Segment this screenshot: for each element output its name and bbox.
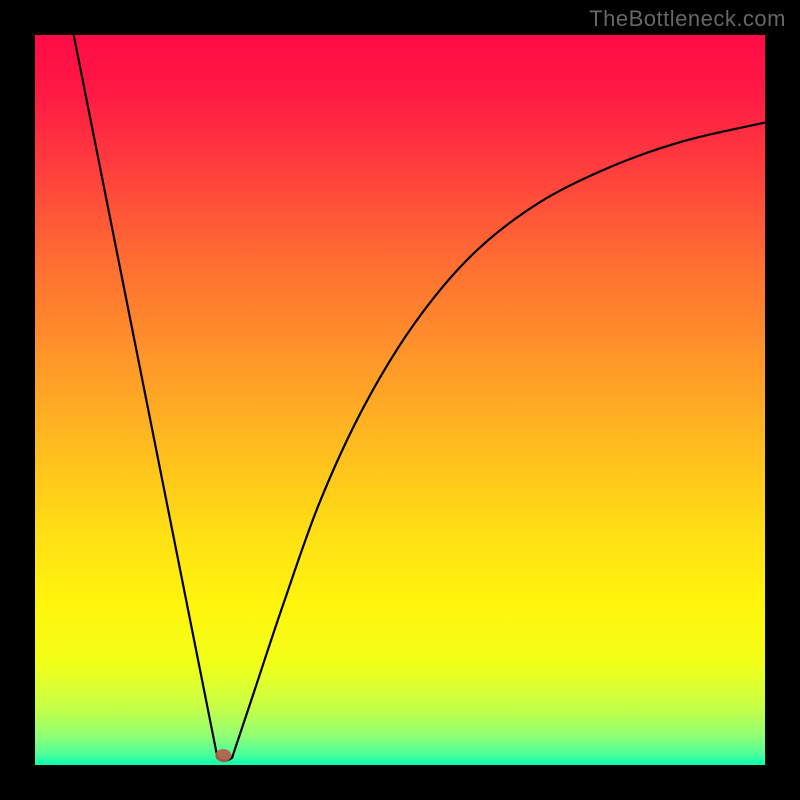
bottleneck-chart [0,0,800,800]
watermark-text: TheBottleneck.com [589,6,786,32]
chart-plot-area [35,35,765,765]
optimal-point-marker [215,749,231,762]
